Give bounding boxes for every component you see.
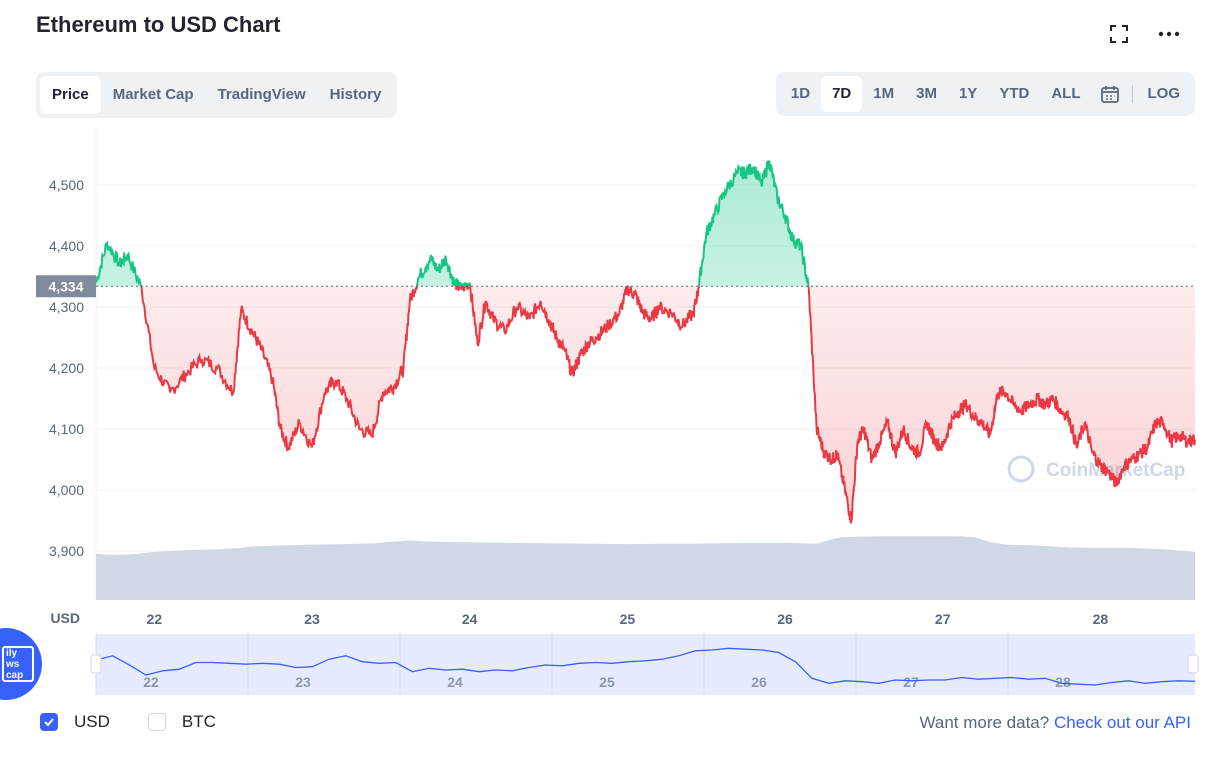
y-tick-label: 4,400 xyxy=(49,238,84,254)
range-3m[interactable]: 3M xyxy=(916,85,937,102)
x-tick-label: 28 xyxy=(1093,611,1109,627)
x-tick-label: 27 xyxy=(935,611,951,627)
y-unit-label: USD xyxy=(50,610,80,626)
price-fill-below xyxy=(96,286,1195,524)
navigator-tick-label: 28 xyxy=(1055,674,1071,690)
x-tick-label: 22 xyxy=(147,611,163,627)
check-icon xyxy=(44,718,54,727)
range-ytd[interactable]: YTD xyxy=(999,85,1030,102)
range-navigator: 22 23 24 25 26 27 28 xyxy=(90,634,1199,695)
fullscreen-icon[interactable] xyxy=(1107,22,1131,46)
tab-tradingview[interactable]: TradingView xyxy=(217,86,306,103)
current-price-label: 4,334 xyxy=(48,278,83,294)
navigator-tick-label: 24 xyxy=(447,674,463,690)
x-axis: USD 22 23 24 25 26 27 28 xyxy=(50,610,1108,627)
tab-price[interactable]: Price xyxy=(40,76,101,114)
current-price-reference: 4,334 xyxy=(36,275,1195,298)
divider xyxy=(1131,85,1133,103)
navigator-tick-label: 27 xyxy=(903,674,919,690)
price-line-below xyxy=(140,286,1196,524)
navigator-right-handle[interactable] xyxy=(1187,654,1199,674)
coinmarketcap-logo-icon xyxy=(1007,455,1035,483)
range-1m[interactable]: 1M xyxy=(873,85,895,102)
usd-label: USD xyxy=(74,712,110,731)
y-tick-label: 4,300 xyxy=(49,299,84,315)
btc-checkbox[interactable] xyxy=(147,713,166,731)
price-line-above xyxy=(95,160,810,287)
navigator-window xyxy=(96,634,1195,695)
api-promo: Want more data? Check out our API xyxy=(919,713,1191,733)
range-7d[interactable]: 7D xyxy=(821,76,863,112)
y-tick-label: 4,000 xyxy=(49,482,84,498)
x-tick-label: 25 xyxy=(620,611,636,627)
navigator-line xyxy=(95,647,1196,686)
navigator-tick-label: 22 xyxy=(143,674,159,690)
navigator-left-handle[interactable] xyxy=(90,654,102,674)
tab-history[interactable]: History xyxy=(329,86,382,103)
range-1d[interactable]: 1D xyxy=(790,85,811,102)
navigator-tick-label: 26 xyxy=(751,674,767,690)
usd-checkbox[interactable] xyxy=(40,713,58,731)
y-tick-label: 4,200 xyxy=(49,360,84,376)
more-options-icon[interactable] xyxy=(1157,22,1181,46)
volume-fill xyxy=(96,536,1195,600)
y-axis: 3,900 4,000 4,100 4,200 4,300 4,400 4,500 xyxy=(49,177,84,559)
time-range-selector: 1D 7D 1M 3M 1Y YTD ALL LOG xyxy=(775,72,1195,116)
x-tick-label: 23 xyxy=(304,611,320,627)
volume-area xyxy=(96,536,1195,600)
chart-type-tabs: Price Market Cap TradingView History xyxy=(36,72,398,118)
x-tick-label: 24 xyxy=(462,611,478,627)
tab-market-cap[interactable]: Market Cap xyxy=(112,86,194,103)
news-icon: ily ws cap xyxy=(2,646,34,682)
x-tick-label: 26 xyxy=(777,611,793,627)
y-tick-label: 3,900 xyxy=(49,543,84,559)
navigator-tick-label: 25 xyxy=(599,674,615,690)
navigator-tick-label: 23 xyxy=(295,674,311,690)
api-prefix: Want more data? xyxy=(919,713,1050,732)
log-toggle[interactable]: LOG xyxy=(1147,85,1181,102)
current-price-badge xyxy=(36,275,96,298)
top-actions xyxy=(1107,22,1181,46)
api-link[interactable]: Check out our API xyxy=(1053,713,1191,732)
range-all[interactable]: ALL xyxy=(1051,85,1081,102)
range-1y[interactable]: 1Y xyxy=(958,85,978,102)
y-tick-label: 4,100 xyxy=(49,421,84,437)
calendar-icon[interactable] xyxy=(1092,76,1128,112)
page-title: Ethereum to USD Chart xyxy=(36,12,281,37)
btc-label: BTC xyxy=(181,712,216,731)
price-fill-group xyxy=(96,160,1195,524)
price-line-group xyxy=(95,160,1196,524)
currency-legend: USD BTC xyxy=(40,712,216,732)
y-tick-label: 4,500 xyxy=(49,177,84,193)
